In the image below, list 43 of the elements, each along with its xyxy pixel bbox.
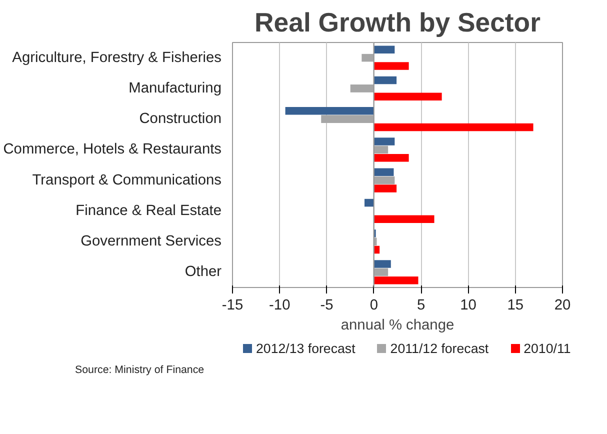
y-tick-label: Commerce, Hotels & Restaurants <box>3 142 222 158</box>
bar <box>374 268 388 276</box>
x-tick-label: -15 <box>222 298 244 314</box>
y-tick-label: Government Services <box>80 234 222 250</box>
y-tick-label: Other <box>184 264 222 280</box>
bar <box>350 84 374 92</box>
bar <box>374 62 409 70</box>
bar <box>374 138 395 146</box>
source-note: Source: Ministry of Finance <box>74 364 206 376</box>
bar <box>285 107 374 115</box>
legend-label: 2010/11 <box>522 341 571 356</box>
y-tick-label: Construction <box>139 111 222 128</box>
bar <box>362 54 374 62</box>
bar <box>374 276 418 284</box>
bar <box>374 168 394 176</box>
bar <box>364 198 374 207</box>
y-tick-label: Transport & Communications <box>32 172 222 188</box>
bar <box>374 76 397 84</box>
y-tick-label: Agriculture, Forestry & Fisheries <box>12 50 222 66</box>
x-tick-label: 10 <box>460 298 476 314</box>
bar <box>374 154 409 162</box>
y-tick-label: Manufacturing <box>128 80 222 96</box>
bar <box>374 46 395 54</box>
bar <box>374 215 434 223</box>
bar <box>374 123 534 132</box>
x-tick-label: 5 <box>416 298 426 314</box>
bar <box>321 115 374 123</box>
bar <box>374 176 395 184</box>
chart-title: Real Growth by Sector <box>254 8 540 38</box>
bar <box>374 92 442 100</box>
bar <box>374 238 377 246</box>
y-tick-label: Finance & Real Estate <box>76 202 222 219</box>
bar <box>374 260 391 268</box>
x-tick-label: 15 <box>507 298 524 314</box>
legend-label: 2012/13 forecast <box>255 341 356 356</box>
legend-label: 2011/12 forecast <box>389 341 489 356</box>
x-axis-title: annual % change <box>340 318 454 334</box>
x-tick-label: -10 <box>269 298 290 314</box>
bar <box>374 184 397 192</box>
x-tick-label: 20 <box>554 298 571 314</box>
x-tick-label: 0 <box>370 298 378 314</box>
bar <box>374 146 388 154</box>
x-tick-label: -5 <box>320 298 334 314</box>
